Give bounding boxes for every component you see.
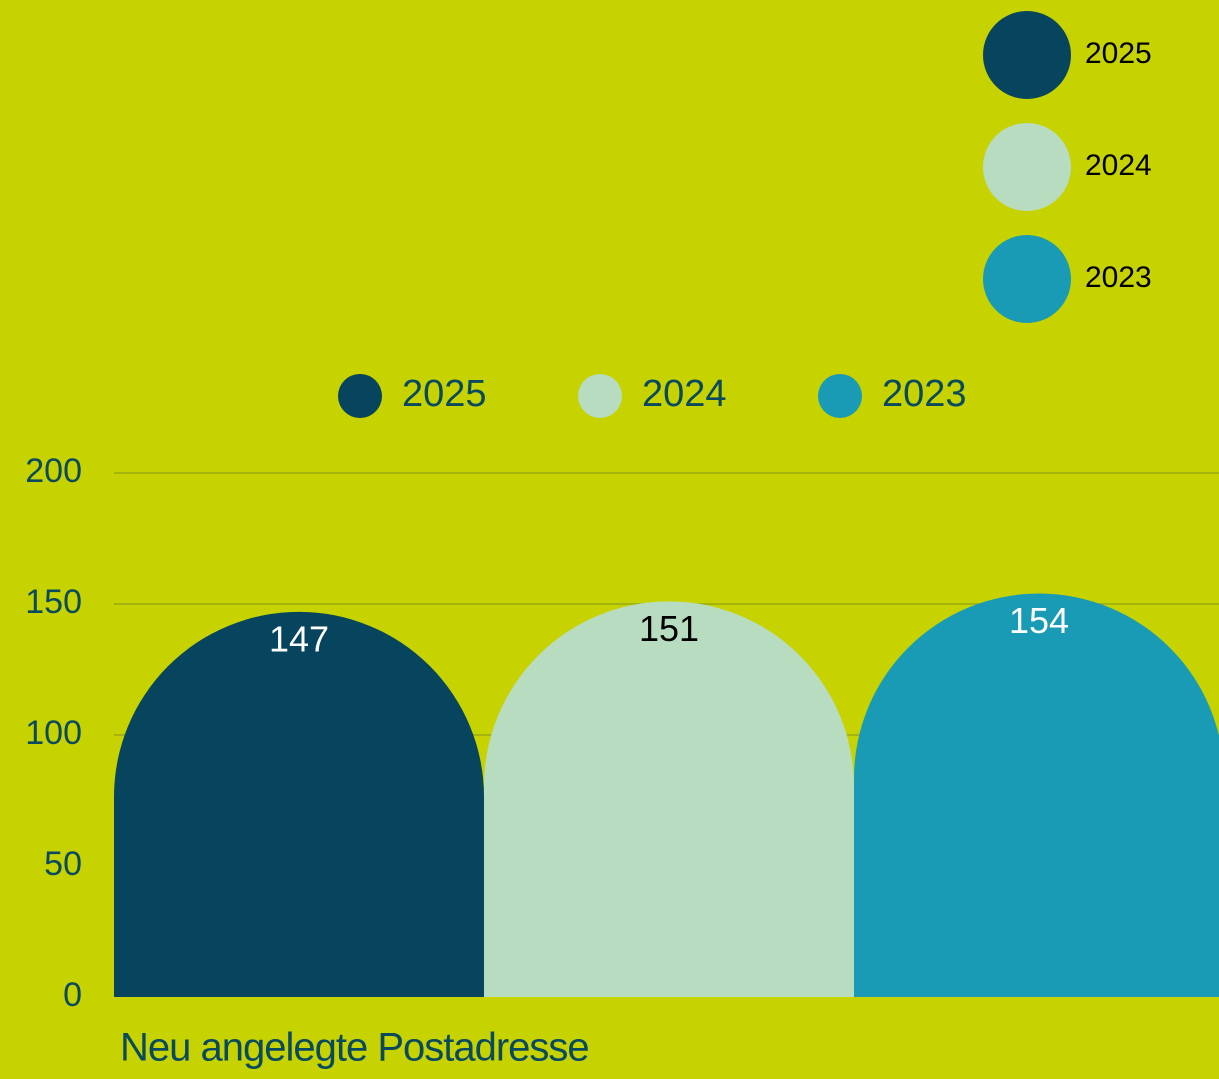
legend-label: 2023: [1085, 261, 1152, 294]
value-label: 151: [639, 608, 699, 649]
y-tick-label: 0: [63, 976, 82, 1014]
bar: [484, 601, 854, 997]
legend-label: 2024: [1085, 149, 1152, 182]
legend-swatch: [818, 374, 862, 418]
y-tick-label: 150: [25, 583, 82, 621]
y-tick-label: 50: [44, 845, 82, 883]
legend-label: 2023: [882, 373, 967, 415]
y-tick-label: 100: [25, 714, 82, 752]
x-tick-label: Neu angelegte Postadresse: [120, 1026, 589, 1070]
legend-swatch: [578, 374, 622, 418]
legend-swatch: [983, 11, 1071, 99]
bar: [854, 593, 1219, 997]
legend-label: 2024: [642, 373, 727, 415]
legend-swatch: [983, 123, 1071, 211]
legend-swatch: [338, 374, 382, 418]
legend-swatch: [983, 235, 1071, 323]
value-label: 154: [1009, 600, 1069, 641]
legend-label: 2025: [1085, 37, 1152, 70]
legend-label: 2025: [402, 373, 487, 415]
y-tick-label: 200: [25, 452, 82, 490]
bar: [114, 611, 484, 997]
value-label: 147: [269, 618, 329, 659]
